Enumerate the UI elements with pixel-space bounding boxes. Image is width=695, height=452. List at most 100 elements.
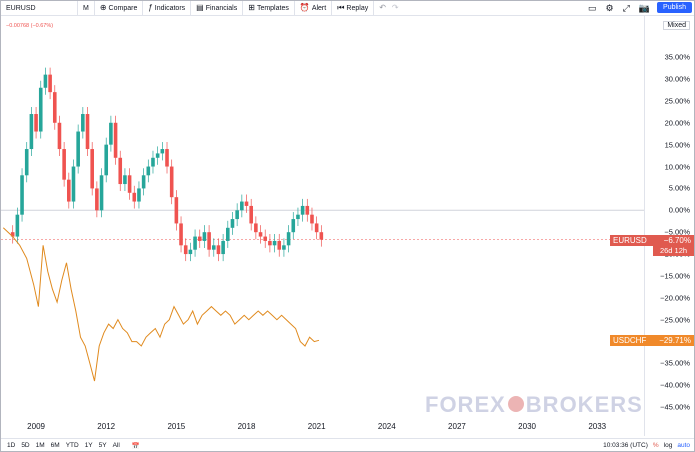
range-5y[interactable]: 5Y — [98, 442, 107, 449]
range-6m[interactable]: 6M — [50, 442, 60, 449]
eurusd-candle — [10, 232, 15, 237]
eurusd-candle — [38, 87, 43, 132]
legend-change-text: −0.00768 (−0.67%) — [6, 23, 54, 29]
fullscreen-icon[interactable]: ⤢ — [622, 2, 630, 13]
price-axis-label: −15.00% — [660, 271, 690, 281]
time-axis-label: 2012 — [97, 422, 116, 431]
replay-button[interactable]: ⏮ Replay — [332, 1, 375, 15]
price-axis[interactable]: 35.00% 30.00% 25.00% 20.00% 15.00% 10.00% 5.00… — [644, 16, 694, 436]
eurusd-candle — [71, 166, 76, 202]
eurusd-candle — [151, 157, 155, 167]
percent-toggle[interactable]: % — [652, 442, 659, 449]
range-5d[interactable]: 5D — [21, 442, 30, 449]
range-all[interactable]: All — [112, 442, 120, 449]
eurusd-candle — [90, 149, 94, 189]
eurusd-candle — [286, 232, 291, 246]
chart-plot-area[interactable] — [1, 16, 644, 436]
symbol-search-button[interactable]: EURUSD — [1, 1, 78, 15]
usdchf-price-tag: USDCHF −29.71% — [610, 335, 694, 347]
eurusd-candle — [123, 175, 127, 185]
eurusd-candle — [249, 205, 253, 224]
interval-button[interactable]: M — [78, 1, 95, 15]
time-axis[interactable]: 2009 2012 2015 2018 2021 2024 2027 2030 2033 — [1, 414, 644, 436]
layout-icon[interactable]: ▭ — [587, 2, 597, 13]
settings-gear-icon[interactable]: ⚙ — [605, 2, 614, 13]
eurusd-candle — [155, 153, 160, 158]
alarm-clock-icon: ⏰ — [299, 3, 310, 12]
financials-icon: ▤ — [196, 3, 204, 12]
eurusd-candle — [277, 240, 282, 250]
alert-button[interactable]: ⏰ Alert — [295, 1, 333, 15]
toolbar-right-icons: ▭ ⚙ ⤢ 📷 — [588, 1, 650, 15]
range-1m[interactable]: 1M — [35, 442, 45, 449]
eurusd-candle — [296, 214, 300, 220]
range-1y[interactable]: 1Y — [84, 442, 93, 449]
eurusd-candle — [305, 205, 310, 215]
eurusd-candle — [268, 240, 272, 246]
eurusd-candle — [235, 210, 239, 220]
eurusd-candle — [52, 92, 57, 123]
eurusd-candle — [221, 240, 225, 255]
eurusd-candle — [57, 122, 62, 150]
price-axis-label: 15.00% — [664, 140, 690, 150]
compare-label: Compare — [108, 4, 138, 12]
eurusd-tag-label: EURUSD — [613, 235, 647, 245]
time-axis-label: 2033 — [588, 422, 607, 431]
eurusd-candle — [160, 149, 165, 154]
eurusd-candle — [113, 122, 118, 158]
bottom-bar: 1D 5D 1M 6M YTD 1Y 5Y All 📅 10:03:36 (UT… — [1, 438, 694, 451]
symbol-label: EURUSD — [6, 4, 36, 12]
eurusd-candle — [202, 232, 207, 241]
eurusd-candle — [118, 157, 123, 185]
log-toggle[interactable]: log — [663, 442, 673, 449]
forexbrokers-watermark: FOREX BROKERS — [425, 392, 643, 418]
replay-label: Replay — [346, 4, 369, 12]
price-axis-label: 10.00% — [664, 162, 690, 172]
auto-toggle[interactable]: auto — [677, 442, 690, 449]
templates-button[interactable]: ⊞ Templates — [243, 1, 295, 15]
usdchf-tag-value: −29.71% — [659, 336, 691, 346]
eurusd-candle — [81, 114, 85, 132]
eurusd-price-tag: EURUSD −6.70% — [610, 234, 694, 246]
eurusd-candle — [48, 74, 52, 93]
time-axis-label: 2009 — [27, 422, 45, 431]
eurusd-candle — [67, 179, 71, 202]
undo-button[interactable]: ↶ ↷ — [374, 1, 403, 15]
publish-label: Publish — [663, 4, 686, 11]
eurusd-candle — [183, 245, 188, 255]
redo-icon[interactable]: ↷ — [391, 3, 399, 12]
eurusd-candle — [211, 245, 216, 250]
financials-button[interactable]: ▤ Financials — [191, 1, 244, 15]
go-to-date-icon[interactable]: 📅 — [131, 442, 140, 450]
camera-icon[interactable]: 📷 — [638, 2, 650, 13]
eurusd-candle — [174, 197, 179, 224]
price-axis-label: 20.00% — [664, 118, 690, 128]
eurusd-candle — [179, 223, 183, 246]
scale-mode-badge[interactable]: Mixed — [663, 21, 690, 30]
indicators-button[interactable]: ƒ Indicators — [143, 1, 192, 15]
publish-button[interactable]: Publish — [657, 2, 692, 13]
watermark-left-text: FOREX — [425, 392, 506, 417]
clock-time[interactable]: 10:03:36 (UTC) — [603, 442, 648, 449]
eurusd-candle — [15, 214, 20, 237]
compare-button[interactable]: ⊕ Compare — [95, 1, 144, 15]
time-axis-label: 2018 — [237, 422, 256, 431]
financials-label: Financials — [205, 4, 238, 12]
eurusd-candle — [226, 227, 230, 241]
time-axis-label: 2015 — [167, 422, 186, 431]
eurusd-candle — [34, 114, 38, 132]
eurusd-candle — [258, 232, 263, 237]
price-axis-label: −35.00% — [660, 358, 690, 368]
eurusd-candle — [291, 219, 296, 233]
bottom-right-controls: 10:03:36 (UTC) % log auto — [603, 439, 690, 451]
range-ytd[interactable]: YTD — [65, 442, 79, 449]
eurusd-candle — [216, 245, 221, 255]
eurusd-tag-value: −6.70% — [663, 235, 691, 245]
alert-label: Alert — [311, 4, 327, 12]
eurusd-candle — [24, 149, 29, 176]
eurusd-candle — [141, 175, 146, 189]
range-1d[interactable]: 1D — [7, 442, 16, 449]
price-axis-label: 5.00% — [668, 183, 690, 193]
interval-label: M — [83, 4, 89, 12]
